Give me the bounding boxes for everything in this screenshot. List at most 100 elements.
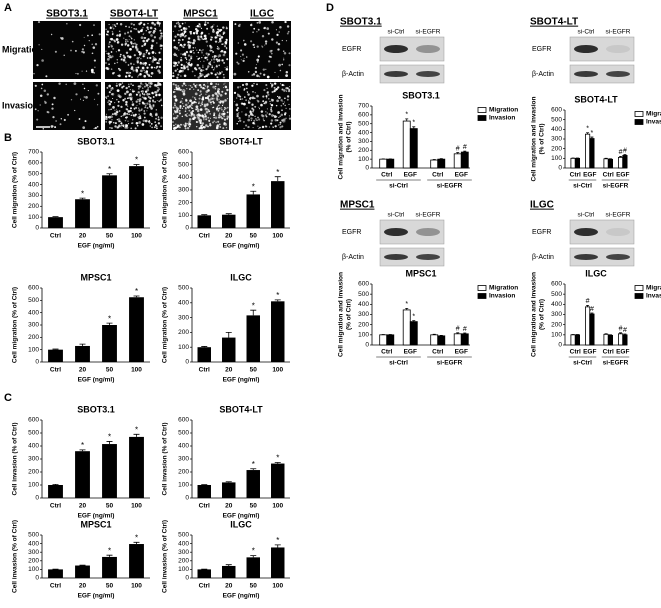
bar (129, 436, 144, 498)
bar (197, 569, 211, 578)
y-tick-label: 300 (358, 311, 369, 318)
cell-dot (258, 106, 260, 108)
cell-dot (266, 75, 270, 79)
cell-dot (154, 24, 156, 26)
cell-dot (187, 54, 191, 57)
cell-dot (91, 34, 94, 37)
cell-dot (185, 58, 188, 61)
y-tick-label: 300 (358, 138, 369, 145)
y-tick-label: 0 (185, 225, 189, 232)
cell-dot (187, 124, 190, 126)
cell-dot (262, 100, 265, 102)
blot-row-label: EGFR (532, 46, 551, 53)
bar (622, 334, 628, 346)
cell-dot (174, 88, 176, 91)
cell-dot (159, 45, 162, 48)
cell-dot (83, 96, 86, 98)
cell-dot (270, 52, 273, 55)
cell-dot (286, 32, 289, 35)
significance-marker: # (623, 147, 627, 154)
cell-dot (123, 56, 126, 59)
cell-dot (217, 59, 221, 63)
y-tick-label: 400 (28, 540, 39, 547)
cell-dot (106, 33, 109, 36)
error-bar (586, 132, 590, 135)
y-tick-label: 400 (178, 300, 189, 307)
cell-dot (75, 73, 77, 75)
x-tick-label: Ctrl (570, 349, 581, 356)
bar (48, 349, 63, 362)
cell-dot (125, 71, 128, 74)
cell-dot (116, 82, 118, 85)
cell-dot (119, 85, 121, 87)
cell-dot (212, 85, 216, 89)
cell-dot (173, 95, 177, 98)
cell-dot (204, 21, 207, 23)
cell-dot (241, 53, 244, 56)
cell-dot (135, 28, 138, 31)
row-header: Invasion (2, 100, 39, 110)
cell-dot (207, 125, 209, 128)
y-tick-label: 200 (178, 199, 189, 206)
cell-dot (248, 116, 250, 118)
bar (460, 333, 469, 346)
cell-dot (120, 122, 123, 125)
x-tick-label: 100 (272, 233, 283, 240)
cell-dot (226, 117, 229, 120)
cell-dot (191, 86, 193, 89)
cell-dot (196, 32, 198, 35)
cell-dot (285, 107, 287, 110)
cell-dot (212, 25, 214, 27)
bar (246, 557, 260, 578)
cell-dot (181, 115, 184, 118)
cell-dot (126, 54, 130, 58)
cell-dot (182, 69, 184, 71)
cell-dot (281, 119, 284, 122)
cell-dot (222, 26, 225, 29)
x-tick-label: Ctrl (603, 172, 614, 179)
cell-dot (180, 63, 184, 67)
bar (589, 138, 595, 169)
cell-dot (252, 90, 254, 93)
y-tick-label: 100 (28, 566, 39, 573)
cell-dot (278, 63, 281, 67)
cell-dot (247, 118, 251, 122)
cell-dot (111, 55, 114, 58)
cell-dot (280, 113, 284, 117)
cell-dot (270, 103, 274, 107)
cell-dot (149, 85, 152, 88)
cell-dot (264, 100, 268, 104)
y-tick-label: 0 (365, 165, 369, 172)
cell-dot (159, 99, 162, 102)
cell-dot (153, 66, 156, 69)
y-tick-label: 400 (28, 309, 39, 316)
blot-band (574, 254, 598, 260)
cell-dot (215, 126, 219, 130)
cell-dot (144, 82, 147, 85)
cell-dot (146, 66, 149, 69)
cell-dot (211, 101, 213, 103)
cell-dot (139, 93, 141, 96)
cell-dot (128, 35, 131, 38)
cell-dot (106, 67, 110, 71)
y-tick-label: 100 (178, 482, 189, 489)
cell-dot (159, 58, 162, 61)
cell-dot (217, 116, 221, 119)
cell-dot (149, 106, 151, 108)
cell-dot (211, 59, 213, 61)
cell-dot (266, 27, 270, 30)
y-tick-label: 500 (358, 120, 369, 127)
cell-dot (148, 81, 151, 85)
cell-dot (174, 53, 177, 57)
cell-dot (110, 100, 113, 103)
cell-dot (177, 61, 180, 64)
cell-dot (236, 109, 239, 112)
y-tick-label: 300 (28, 456, 39, 463)
bar (129, 166, 144, 228)
legend-swatch (634, 293, 644, 299)
cell-dot (279, 115, 282, 118)
error-bar (52, 483, 59, 485)
cell-dot (128, 96, 131, 100)
cell-dot (140, 90, 143, 93)
cell-dot (143, 23, 146, 26)
